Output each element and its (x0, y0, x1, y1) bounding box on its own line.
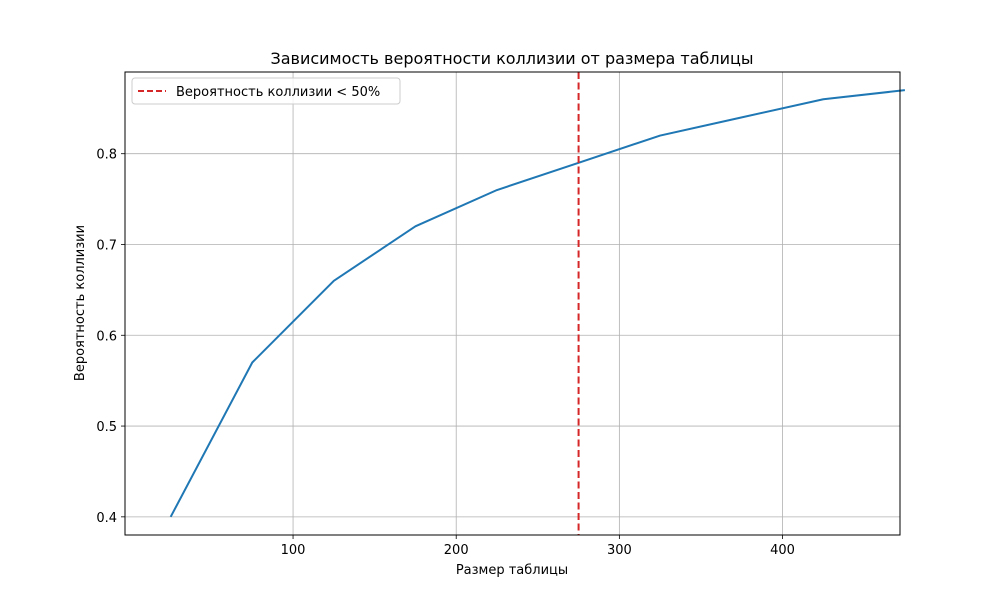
x-tick-label: 300 (607, 543, 632, 558)
y-tick-label: 0.5 (96, 420, 117, 435)
series-line (169, 89, 906, 518)
x-axis-ticks: 100 200 300 400 (281, 535, 795, 558)
plot-frame (124, 71, 901, 536)
y-tick-label: 0.4 (96, 511, 117, 526)
x-tick-label: 400 (770, 543, 795, 558)
x-tick-label: 200 (444, 543, 469, 558)
chart-title: Зависимость вероятности коллизии от разм… (270, 49, 753, 68)
y-tick-label: 0.8 (96, 148, 117, 163)
y-tick-label: 0.7 (96, 238, 117, 253)
y-tick-label: 0.6 (96, 329, 117, 344)
y-axis-label: Вероятность коллизии (73, 225, 88, 381)
x-axis-label: Размер таблицы (456, 563, 568, 578)
series-layer (169, 89, 906, 518)
y-axis-ticks: 0.4 0.5 0.6 0.7 0.8 (96, 148, 125, 526)
legend: Вероятность коллизии < 50% (131, 77, 401, 105)
x-tick-label: 100 (281, 543, 306, 558)
legend-box (131, 77, 401, 105)
legend-label-threshold: Вероятность коллизии < 50% (176, 85, 380, 100)
